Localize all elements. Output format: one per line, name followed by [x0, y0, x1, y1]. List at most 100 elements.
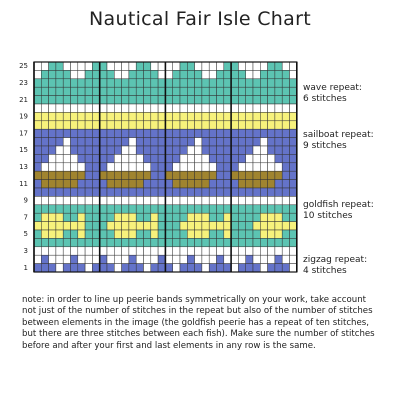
stitch [223, 95, 232, 105]
stitch [165, 154, 173, 164]
stitch [84, 145, 93, 155]
stitch [289, 112, 298, 122]
stitch [48, 137, 57, 147]
stitch [216, 103, 225, 113]
stitch [238, 154, 246, 164]
row-label: 19 [19, 113, 28, 121]
stitch [245, 61, 254, 71]
stitch [48, 95, 57, 105]
stitch [194, 212, 203, 222]
stitch [179, 137, 188, 147]
stitch [165, 120, 173, 130]
stitch [33, 263, 42, 273]
stitch [194, 196, 203, 206]
stitch [143, 179, 152, 189]
stitch [289, 78, 298, 88]
row-label: 17 [19, 129, 28, 137]
stitch [187, 103, 195, 113]
stitch [230, 112, 239, 122]
stitch [92, 238, 100, 248]
stitch [252, 70, 261, 80]
stitch [70, 95, 79, 105]
stitch [289, 221, 298, 231]
stitch [187, 78, 195, 88]
stitch [179, 246, 188, 256]
stitch [99, 86, 108, 96]
stitch [121, 95, 130, 105]
stitch [41, 120, 49, 130]
stitch [274, 246, 283, 256]
stitch [289, 128, 298, 138]
stitch [260, 254, 268, 264]
stitch [99, 196, 108, 206]
stitch [172, 154, 181, 164]
stitch [201, 145, 210, 155]
stitch [62, 128, 71, 138]
stitch [201, 137, 210, 147]
stitch [194, 246, 203, 256]
stitch [267, 204, 276, 214]
stitch [157, 137, 166, 147]
stitch [128, 162, 137, 172]
stitch [187, 128, 195, 138]
stitch [208, 128, 217, 138]
stitch [267, 95, 276, 105]
stitch [260, 187, 268, 197]
stitch [208, 78, 217, 88]
stitch [77, 212, 86, 222]
stitch [48, 112, 57, 122]
stitch [135, 229, 144, 239]
stitch [179, 254, 188, 264]
stitch [267, 170, 276, 180]
stitch [289, 120, 298, 130]
row-label: 15 [19, 146, 28, 154]
stitch [172, 179, 181, 189]
stitch [106, 254, 115, 264]
stitch [201, 128, 210, 138]
stitch [165, 229, 173, 239]
stitch [252, 61, 261, 71]
stitch [216, 128, 225, 138]
stitch [187, 196, 195, 206]
stitch [223, 221, 232, 231]
stitch [208, 112, 217, 122]
stitch [267, 221, 276, 231]
stitch [157, 238, 166, 248]
stitch [238, 86, 246, 96]
stitch [260, 170, 268, 180]
stitch [289, 86, 298, 96]
stitch [179, 120, 188, 130]
stitch [216, 154, 225, 164]
stitch [223, 196, 232, 206]
stitch [33, 112, 42, 122]
stitch [223, 103, 232, 113]
stitch [230, 229, 239, 239]
stitch [281, 263, 290, 273]
stitch [92, 95, 100, 105]
stitch [55, 137, 64, 147]
stitch [99, 112, 108, 122]
stitch [135, 221, 144, 231]
stitch [216, 212, 225, 222]
stitch [92, 170, 100, 180]
stitch [165, 254, 173, 264]
stitch [274, 95, 283, 105]
stitch [267, 187, 276, 197]
stitch [165, 196, 173, 206]
stitch [99, 78, 108, 88]
stitch [252, 238, 261, 248]
stitch [84, 70, 93, 80]
stitch [62, 137, 71, 147]
stitch [106, 95, 115, 105]
stitch [70, 212, 79, 222]
stitch [135, 170, 144, 180]
stitch [238, 162, 246, 172]
stitch [92, 112, 100, 122]
stitch [121, 70, 130, 80]
stitch [143, 145, 152, 155]
stitch [245, 254, 254, 264]
stitch [84, 221, 93, 231]
stitch [238, 263, 246, 273]
stitch [194, 154, 203, 164]
stitch [157, 103, 166, 113]
